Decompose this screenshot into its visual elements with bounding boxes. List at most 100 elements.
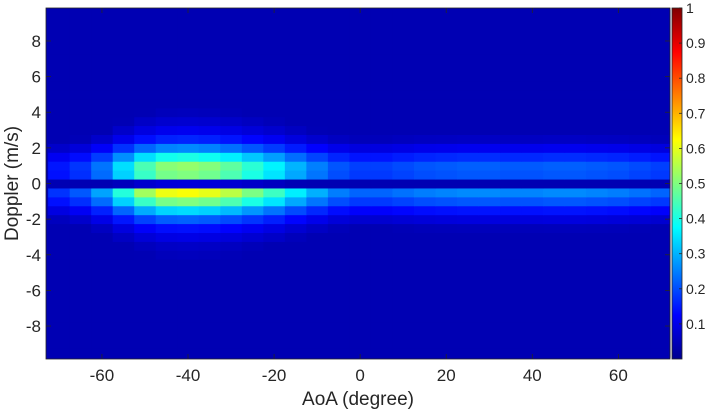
y-tick-label: 0 (32, 175, 41, 194)
heatmap-cell (650, 107, 671, 118)
heatmap-cell (435, 125, 458, 135)
heatmap-cell (241, 348, 264, 358)
heatmap-cell (91, 312, 114, 323)
heatmap-cell (48, 294, 71, 305)
heatmap-cell (370, 339, 393, 349)
heatmap-cell (629, 54, 652, 64)
heatmap-cell (650, 277, 671, 287)
heatmap-cell (69, 161, 92, 171)
heatmap-cell (521, 268, 544, 278)
heatmap-cell (263, 303, 286, 314)
heatmap-cell (241, 89, 264, 100)
heatmap-cell (306, 116, 329, 127)
heatmap-cell (478, 205, 501, 216)
heatmap-cell (177, 18, 200, 29)
heatmap-cell (263, 285, 286, 296)
heatmap-cell (543, 72, 566, 82)
heatmap-cell (69, 187, 92, 198)
heatmap-cell (456, 125, 479, 135)
heatmap-cell (392, 179, 415, 189)
heatmap-cell (586, 330, 609, 340)
heatmap-cell (155, 250, 178, 260)
heatmap-cell (155, 89, 178, 100)
heatmap-cell (650, 89, 671, 100)
heatmap-cell (220, 98, 243, 109)
heatmap-cell (134, 330, 157, 340)
heatmap-cell (306, 143, 329, 153)
heatmap-cell (112, 45, 135, 55)
heatmap-cell (349, 63, 372, 73)
heatmap-cell (284, 63, 307, 73)
heatmap-cell (134, 36, 157, 46)
heatmap-cell (91, 268, 114, 278)
heatmap-cell (413, 179, 436, 189)
heatmap-cell (478, 259, 501, 269)
heatmap-cell (198, 330, 221, 340)
heatmap-cell (521, 321, 544, 331)
heatmap-cell (521, 161, 544, 171)
heatmap-cell (220, 81, 243, 91)
heatmap-cell (586, 241, 609, 251)
heatmap-cell (607, 294, 630, 305)
heatmap-cell (370, 89, 393, 100)
heatmap-cell (327, 277, 350, 287)
heatmap-cell (478, 312, 501, 323)
heatmap-cell (220, 161, 243, 171)
heatmap-cell (435, 116, 458, 127)
heatmap-cell (500, 187, 523, 198)
heatmap-cell (306, 179, 329, 189)
heatmap-cell (650, 259, 671, 269)
heatmap-cell (586, 98, 609, 109)
heatmap-cell (478, 223, 501, 233)
heatmap-cell (134, 63, 157, 73)
heatmap-cell (349, 72, 372, 82)
heatmap-cell (91, 179, 114, 189)
heatmap-cell (306, 205, 329, 216)
heatmap-cell (413, 170, 436, 180)
heatmap-cell (392, 312, 415, 323)
heatmap-cell (413, 9, 436, 20)
heatmap-cell (198, 152, 221, 162)
heatmap-cell (155, 330, 178, 340)
heatmap-cell (69, 27, 92, 38)
heatmap-cell (650, 205, 671, 216)
heatmap-cell (48, 330, 71, 340)
heatmap-cell (198, 241, 221, 251)
heatmap-cell (413, 277, 436, 287)
heatmap-cell (284, 18, 307, 29)
heatmap-cell (349, 179, 372, 189)
heatmap-cell (220, 116, 243, 127)
heatmap-cell (478, 89, 501, 100)
heatmap-cell (306, 45, 329, 55)
heatmap-cell (543, 205, 566, 216)
heatmap-cell (500, 232, 523, 242)
heatmap-cell (650, 143, 671, 153)
heatmap-cell (650, 223, 671, 233)
heatmap-cell (177, 170, 200, 180)
heatmap-cell (349, 268, 372, 278)
heatmap-cell (435, 18, 458, 29)
heatmap-cell (435, 348, 458, 358)
heatmap-cell (134, 205, 157, 216)
heatmap-cell (198, 125, 221, 135)
heatmap-cell (349, 303, 372, 314)
heatmap-cell (263, 98, 286, 109)
heatmap-cell (521, 107, 544, 118)
heatmap-cell (48, 72, 71, 82)
heatmap-cell (284, 285, 307, 296)
heatmap-cell (413, 259, 436, 269)
heatmap-cell (435, 214, 458, 225)
heatmap-cell (327, 268, 350, 278)
heatmap-cell (306, 134, 329, 144)
heatmap-cell (500, 303, 523, 314)
heatmap-cell (435, 294, 458, 305)
heatmap-cell (478, 54, 501, 64)
heatmap-cell (112, 232, 135, 242)
heatmap-cell (456, 232, 479, 242)
heatmap-cell (521, 116, 544, 127)
heatmap-cell (521, 259, 544, 269)
heatmap-cell (478, 9, 501, 20)
heatmap-cell (456, 312, 479, 323)
heatmap-cell (284, 27, 307, 38)
heatmap-cell (370, 98, 393, 109)
